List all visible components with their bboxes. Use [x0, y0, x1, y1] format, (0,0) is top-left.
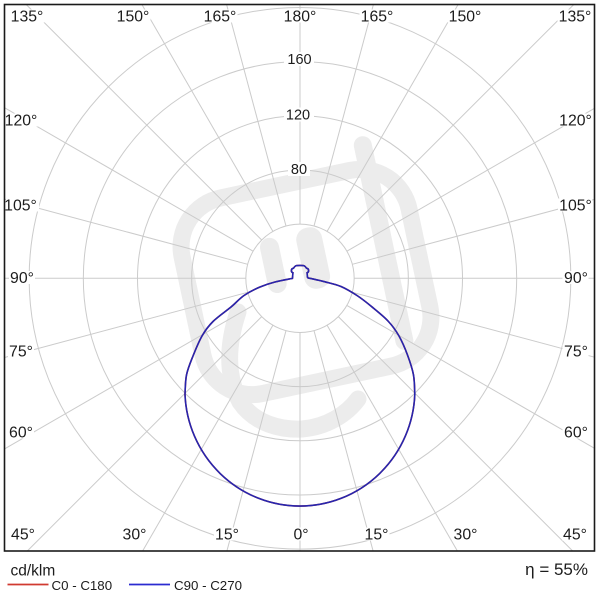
svg-text:75°: 75° — [9, 343, 33, 360]
svg-text:105°: 105° — [4, 197, 37, 214]
svg-text:135°: 135° — [11, 8, 44, 25]
svg-text:80: 80 — [291, 162, 307, 178]
svg-text:60°: 60° — [564, 424, 588, 441]
svg-text:150°: 150° — [117, 8, 150, 25]
svg-text:C0 - C180: C0 - C180 — [52, 578, 113, 593]
svg-text:15°: 15° — [215, 526, 239, 543]
svg-text:η = 55%: η = 55% — [525, 560, 588, 579]
svg-text:30°: 30° — [123, 526, 147, 543]
svg-text:120°: 120° — [5, 112, 38, 129]
svg-text:135°: 135° — [559, 8, 592, 25]
svg-text:105°: 105° — [559, 197, 592, 214]
svg-text:90°: 90° — [10, 270, 34, 287]
svg-text:120: 120 — [286, 108, 310, 124]
svg-text:60°: 60° — [9, 424, 33, 441]
svg-text:120°: 120° — [559, 112, 592, 129]
svg-text:30°: 30° — [454, 526, 478, 543]
svg-text:C90 - C270: C90 - C270 — [174, 578, 242, 593]
svg-text:150°: 150° — [449, 8, 482, 25]
svg-text:45°: 45° — [11, 526, 35, 543]
svg-text:165°: 165° — [204, 8, 237, 25]
svg-text:45°: 45° — [563, 526, 587, 543]
svg-text:180°: 180° — [284, 8, 317, 25]
svg-text:cd/klm: cd/klm — [11, 563, 56, 580]
svg-text:75°: 75° — [564, 343, 588, 360]
svg-text:90°: 90° — [564, 270, 588, 287]
svg-text:165°: 165° — [361, 8, 394, 25]
svg-text:15°: 15° — [365, 526, 389, 543]
svg-text:160: 160 — [287, 52, 311, 68]
svg-text:0°: 0° — [293, 526, 308, 543]
